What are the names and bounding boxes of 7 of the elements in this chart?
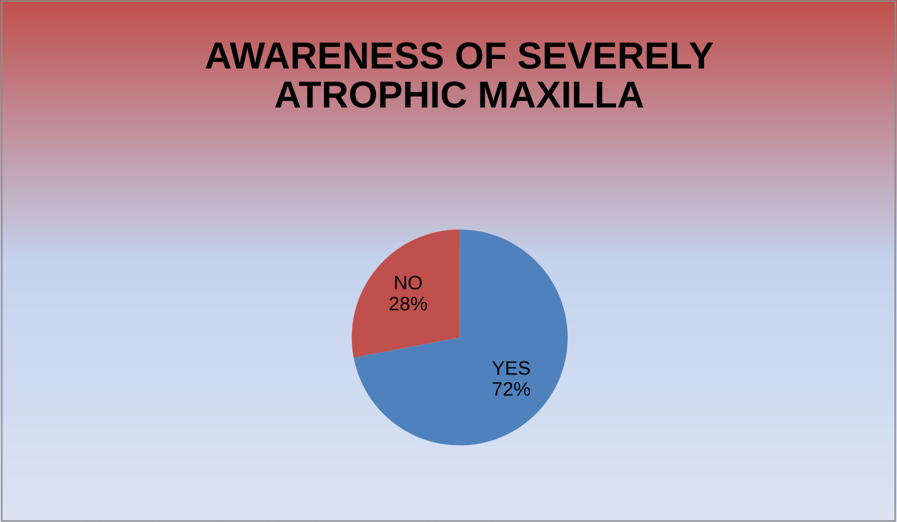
chart-title: AWARENESS OF SEVERELY ATROPHIC MAXILLA xyxy=(206,42,714,108)
pie-slice xyxy=(354,230,568,446)
data-label: 72% xyxy=(492,382,530,396)
slice-label: YES xyxy=(492,361,530,375)
pie-slice xyxy=(352,230,460,358)
slice-label: NO xyxy=(395,276,422,290)
data-label: 28% xyxy=(390,296,427,311)
